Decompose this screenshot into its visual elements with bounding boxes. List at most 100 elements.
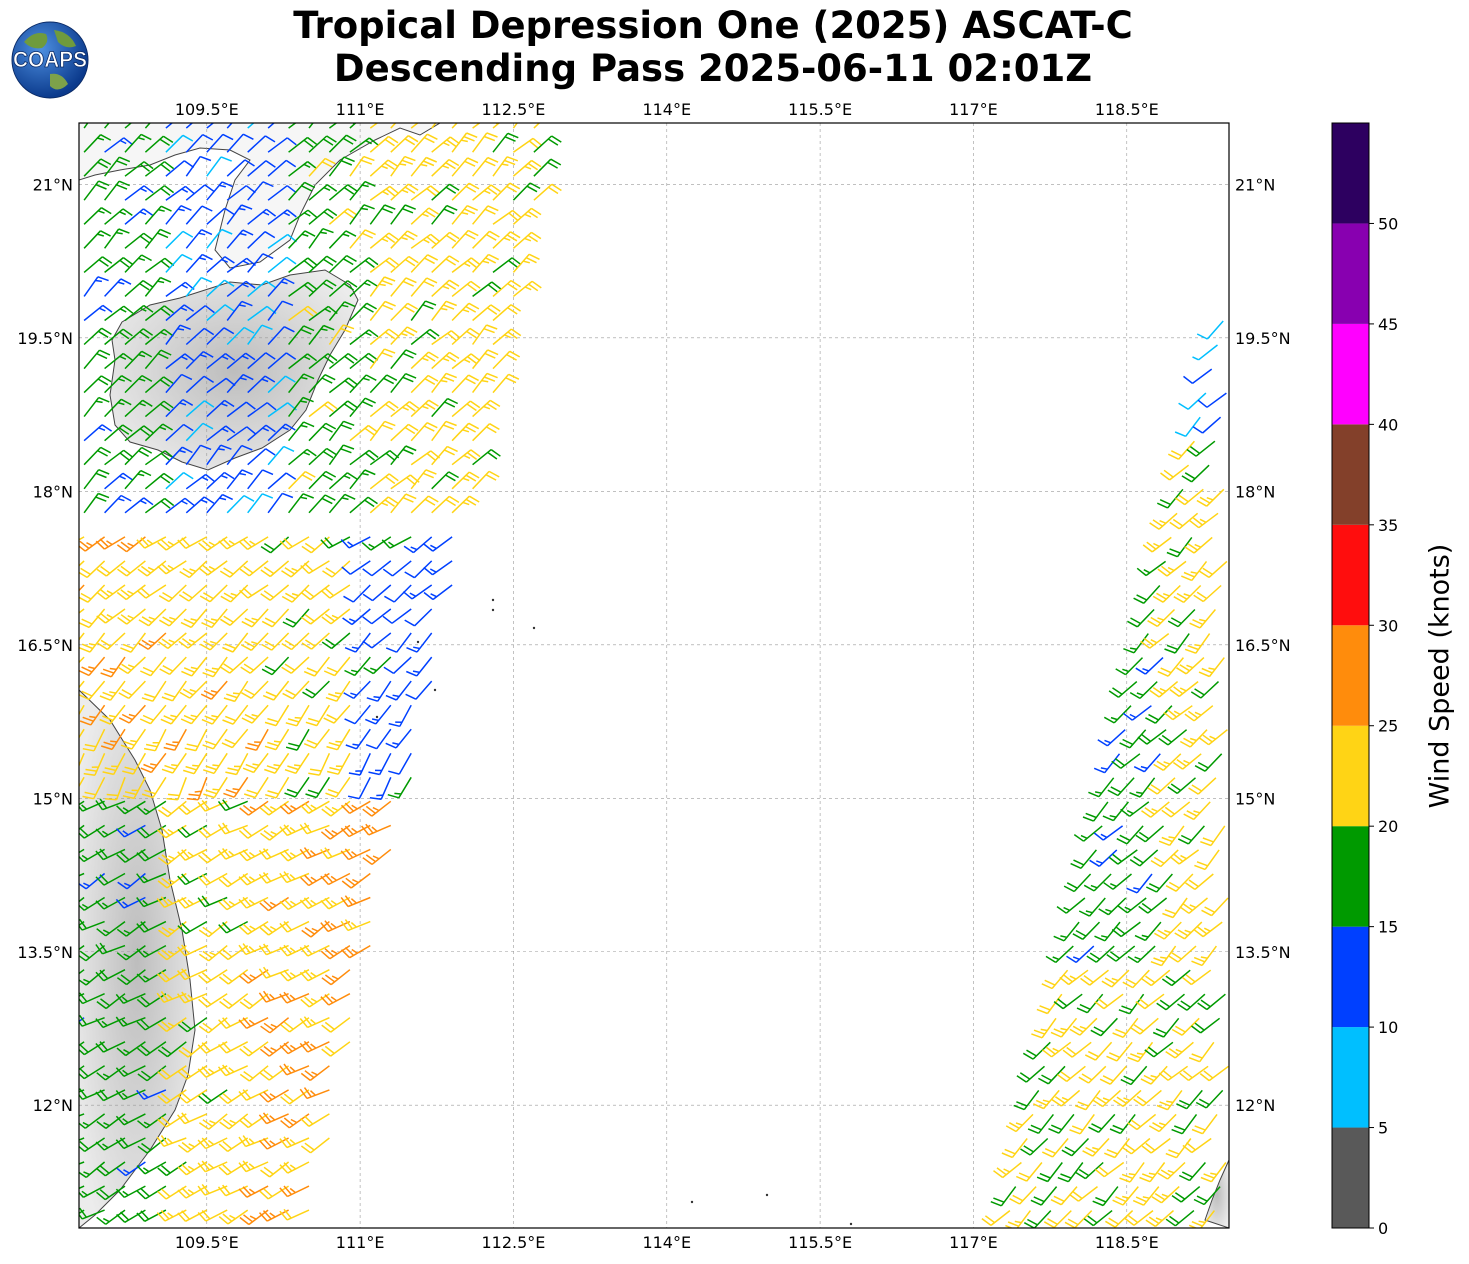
wind-barb [262,680,290,701]
wind-barb [1103,705,1132,724]
lat-tick-label-left: 12°N [33,1096,73,1115]
wind-barb [1181,464,1210,483]
lat-tick-label-left: 13.5°N [17,943,73,962]
wind-barb [1093,825,1124,841]
wind-barb [288,448,317,466]
wind-barb [1190,681,1220,699]
wind-barb [226,123,233,129]
wind-barb [144,123,151,129]
wind-barb [267,159,297,177]
wind-barb [158,584,187,603]
wind-barb [259,896,290,912]
wind-barb [222,704,249,725]
wind-barb [124,497,154,514]
wind-barb [451,302,480,322]
wind-barb [180,608,208,629]
wind-barb [247,424,276,442]
wind-barb [451,449,481,466]
wind-barb [1182,1137,1212,1154]
wind-barb [198,560,228,576]
wind-barb [178,632,208,649]
wind-barb [1122,969,1150,989]
wind-barb [100,656,126,678]
wind-barb [157,1089,187,1104]
wind-barb [340,895,371,908]
wind-barb [1062,1041,1092,1058]
wind-barb [267,375,296,394]
wind-barb [320,872,351,886]
wind-barb [451,123,459,129]
wind-barb [288,493,314,514]
wind-barb [267,326,295,346]
wind-barb [136,872,167,884]
wind-barb [431,279,460,297]
wind-barb [79,1017,85,1023]
wind-barb [320,896,351,910]
wind-barb [218,1209,249,1225]
wind-barb [340,919,371,932]
wind-barb [1116,825,1144,845]
wind-barb [279,1208,310,1221]
wind-barb [410,374,439,394]
wind-barb [1020,1137,1049,1156]
wind-barb [95,848,126,861]
wind-barb [431,397,459,418]
wind-barb [144,349,172,370]
wind-barb [247,208,277,225]
wind-barb [349,397,376,418]
wind-barb [157,1065,187,1080]
wind-barb [369,300,396,321]
lon-tick-label-top: 112.5°E [481,100,545,119]
wind-barb [83,304,113,322]
wind-barb [1072,921,1101,940]
wind-barb [328,184,358,201]
wind-barb [1103,873,1132,890]
wind-barb [431,420,457,442]
wind-barb [410,399,439,418]
wind-barb [144,376,174,394]
wind-barb [472,470,500,490]
wind-barb [1112,1017,1139,1038]
lon-tick-label-bottom: 115.5°E [788,1233,852,1252]
wind-barb [1107,777,1135,797]
wind-barb [451,132,478,153]
wind-barb [344,656,371,677]
wind-barb [1080,969,1109,986]
wind-barb [385,632,412,653]
wind-barb [239,969,269,984]
wind-barb [299,969,330,982]
wind-barb [206,493,234,514]
wind-barb [226,426,257,442]
wind-barb [137,560,167,577]
wind-barb [206,471,235,490]
wind-barb [492,209,522,225]
wind-barb [533,135,562,153]
title-line-2: Descending Pass 2025-06-11 02:01Z [333,47,1093,90]
wind-barb [344,632,371,653]
wind-barb [79,993,85,997]
lon-tick-label-bottom: 109.5°E [175,1233,239,1252]
wind-barb [218,1161,249,1176]
wind-barb [423,560,453,576]
wind-barb [281,584,310,603]
wind-barb [218,536,249,550]
lat-tick-label-left: 21°N [33,175,73,194]
lon-tick-label-top: 115.5°E [788,100,852,119]
wind-barb [288,136,318,153]
wind-barb [122,752,147,775]
wind-barb [226,469,253,490]
colorbar-bin [1332,323,1369,425]
wind-barb [165,160,195,177]
wind-barb [1156,1089,1183,1111]
wind-barb [472,123,498,129]
wind-barb [349,469,376,490]
wind-barb [279,536,310,550]
colorbar-tick-label: 35 [1378,516,1398,535]
wind-barb [381,536,412,549]
wind-barb [299,1040,330,1053]
wind-barb [124,304,154,322]
wind-barb [79,1065,105,1080]
wind-barb [258,990,289,1003]
wind-barb [349,302,377,322]
wind-barb [104,449,134,466]
